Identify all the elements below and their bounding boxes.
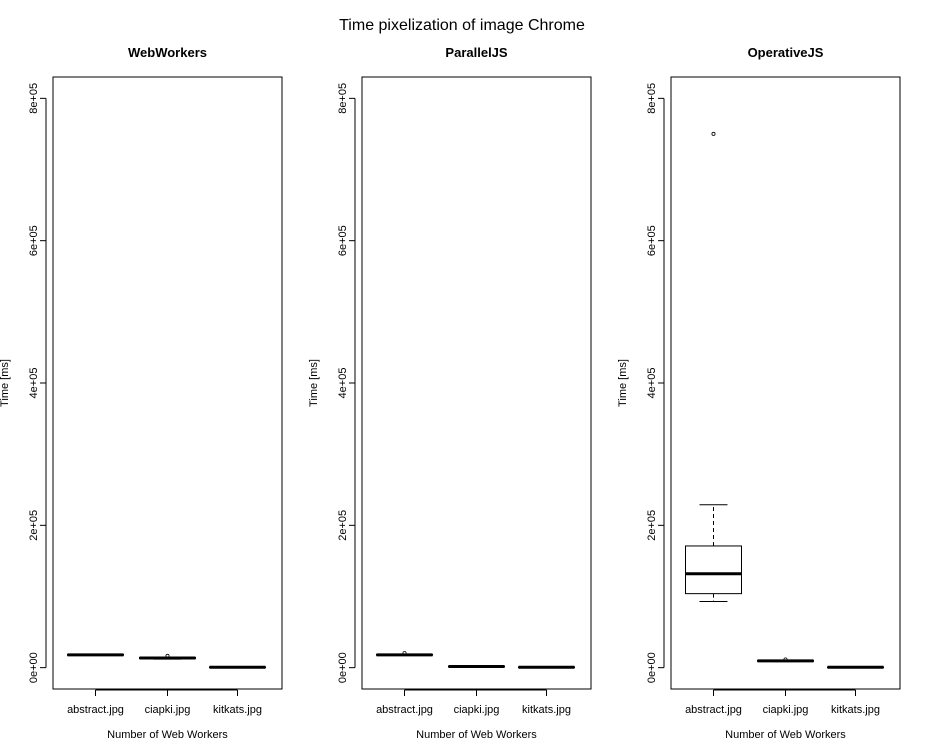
outlier-point bbox=[402, 651, 407, 656]
y-tick-label: 4e+05 bbox=[28, 368, 40, 399]
box-abstract bbox=[376, 651, 433, 657]
panel-3: OperativeJS 0e+00 2e+05 4e+05 6e+05 8e+05 Time… bbox=[617, 45, 901, 741]
y-tick-label: 4e+05 bbox=[646, 368, 658, 399]
x-tick-label: ciapki.jpg bbox=[763, 704, 809, 716]
y-tick-label: 8e+05 bbox=[28, 83, 40, 114]
box-kitkats bbox=[518, 665, 575, 669]
x-tick-label: abstract.jpg bbox=[67, 704, 124, 716]
y-tick-label: 0e+00 bbox=[646, 652, 658, 683]
y-tick-label: 8e+05 bbox=[646, 83, 658, 114]
box-kitkats bbox=[827, 665, 884, 669]
y-tick-label: 2e+05 bbox=[646, 510, 658, 541]
panel-title: ParallelJS bbox=[445, 45, 507, 60]
plot-frame bbox=[361, 76, 592, 690]
y-tick-label: 4e+05 bbox=[337, 368, 349, 399]
box-kitkats bbox=[209, 665, 266, 669]
box-ciapki bbox=[139, 653, 196, 660]
x-tick-label: ciapki.jpg bbox=[145, 704, 191, 716]
y-tick-label: 2e+05 bbox=[28, 510, 40, 541]
x-tick-label: ciapki.jpg bbox=[454, 704, 500, 716]
figure-title: Time pixelization of image Chrome bbox=[339, 17, 585, 34]
y-tick-label: 0e+00 bbox=[28, 652, 40, 683]
y-axis-title: Time [ms] bbox=[617, 359, 629, 407]
y-tick-label: 0e+00 bbox=[337, 652, 349, 683]
x-tick-label: kitkats.jpg bbox=[522, 704, 571, 716]
box-ciapki bbox=[757, 657, 814, 663]
panel-2: ParallelJS 0e+00 2e+05 4e+05 6e+05 8e+05 Time … bbox=[308, 45, 592, 741]
panel-1: WebWorkers 0e+00 2e+05 4e+05 6e+05 8e+05 Time … bbox=[0, 45, 283, 741]
box-body bbox=[685, 545, 742, 595]
outlier-point bbox=[165, 653, 170, 658]
x-tick-label: kitkats.jpg bbox=[831, 704, 880, 716]
panel-title: WebWorkers bbox=[128, 45, 207, 60]
y-tick-label: 2e+05 bbox=[337, 510, 349, 541]
x-tick-label: abstract.jpg bbox=[376, 704, 433, 716]
plot-frame bbox=[670, 76, 901, 690]
y-tick-label: 6e+05 bbox=[646, 225, 658, 256]
box-ciapki bbox=[448, 665, 505, 669]
y-tick-label: 6e+05 bbox=[28, 225, 40, 256]
outlier-point bbox=[711, 131, 716, 136]
y-axis-title: Time [ms] bbox=[0, 359, 11, 407]
x-axis-title: Number of Web Workers bbox=[725, 729, 846, 741]
box-abstract bbox=[67, 653, 124, 657]
y-tick-label: 6e+05 bbox=[337, 225, 349, 256]
y-axis-title: Time [ms] bbox=[308, 359, 320, 407]
y-tick-label: 8e+05 bbox=[337, 83, 349, 114]
panels-container: WebWorkers 0e+00 2e+05 4e+05 6e+05 8e+05 Time … bbox=[0, 45, 901, 741]
x-tick-label: kitkats.jpg bbox=[213, 704, 262, 716]
x-tick-label: abstract.jpg bbox=[685, 704, 742, 716]
plot-frame bbox=[52, 76, 283, 690]
panel-title: OperativeJS bbox=[748, 45, 824, 60]
x-axis-title: Number of Web Workers bbox=[416, 729, 537, 741]
outlier-point bbox=[783, 657, 788, 662]
x-axis-title: Number of Web Workers bbox=[107, 729, 228, 741]
box-abstract bbox=[685, 131, 742, 602]
